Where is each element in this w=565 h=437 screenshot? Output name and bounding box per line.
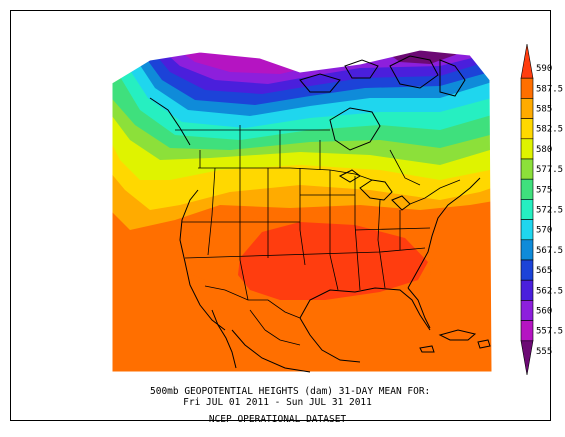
plot-frame [10, 10, 551, 421]
colorbar-swatch [520, 340, 534, 376]
colorbar-label: 575 [536, 185, 552, 195]
colorbar-swatch [520, 118, 534, 140]
dataset-label: NCEP OPERATIONAL DATASET [208, 414, 347, 425]
map-boundary [111, 49, 493, 373]
colorbar-label: 567.5 [536, 246, 563, 256]
colorbar-swatch [520, 77, 534, 99]
colorbar-swatch [520, 199, 534, 220]
colorbar-label: 557.5 [536, 327, 563, 337]
colorbar-swatch [520, 239, 534, 261]
colorbar-swatch [520, 43, 534, 79]
colorbar-swatch [520, 320, 534, 342]
map-title: 500mb GEOPOTENTIAL HEIGHTS (dam) 31-DAY … [150, 386, 431, 397]
colorbar-label: 585 [536, 105, 552, 115]
colorbar-label: 587.5 [536, 84, 563, 94]
colorbar-swatch [520, 219, 534, 241]
colorbar-label: 577.5 [536, 165, 563, 175]
band-555 [380, 50, 470, 64]
band-590 [238, 222, 428, 300]
colorbar-label: 560 [536, 307, 552, 317]
colorbar-swatch [520, 300, 534, 321]
colorbar-label: 590 [536, 64, 552, 74]
date-range: Fri JUL 01 2011 - Sun JUL 31 2011 [183, 397, 372, 408]
colorbar-swatch [520, 279, 534, 301]
colorbar-label: 570 [536, 226, 552, 236]
colorbar: 590 587.5 585 582.5 580 577.5 575 572.5 570 567.5… [520, 43, 563, 376]
colorbar-label: 565 [536, 266, 552, 276]
colorbar-swatch [520, 178, 534, 200]
colorbar-swatch [520, 259, 534, 281]
coastlines [149, 55, 491, 373]
height-field [112, 50, 492, 372]
colorbar-label: 555 [536, 347, 552, 357]
colorbar-swatch [520, 138, 534, 160]
colorbar-swatch [520, 98, 534, 119]
colorbar-swatch [520, 158, 534, 180]
colorbar-label: 582.5 [536, 125, 563, 135]
political-boundaries [175, 125, 461, 346]
colorbar-label: 562.5 [536, 286, 563, 296]
colorbar-label: 580 [536, 145, 552, 155]
colorbar-label: 572.5 [536, 206, 563, 216]
